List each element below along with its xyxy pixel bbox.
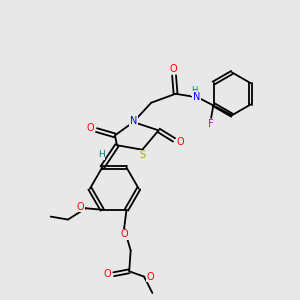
Text: O: O — [169, 64, 177, 74]
Text: O: O — [121, 229, 128, 239]
Text: O: O — [177, 137, 184, 147]
Text: O: O — [86, 123, 94, 133]
Text: H: H — [191, 86, 197, 95]
Text: N: N — [130, 116, 137, 126]
Text: S: S — [140, 150, 146, 160]
Text: H: H — [98, 150, 105, 159]
Text: O: O — [146, 272, 154, 282]
Text: F: F — [208, 119, 214, 129]
Text: O: O — [76, 202, 84, 212]
Text: O: O — [103, 269, 111, 279]
Text: N: N — [193, 92, 200, 102]
